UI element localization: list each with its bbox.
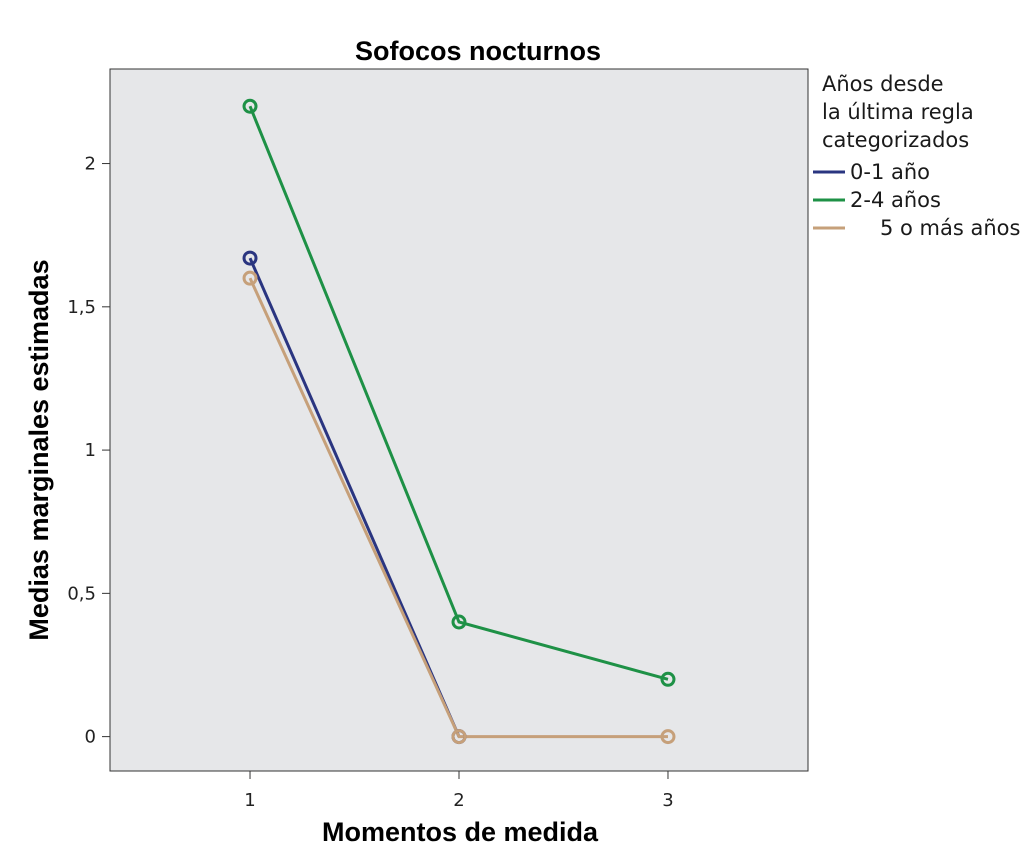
- y-tick-label: 1: [85, 440, 96, 461]
- data-point-marker: [242, 270, 258, 286]
- x-tick-label: 2: [453, 790, 464, 811]
- x-tick-label: 1: [244, 790, 255, 811]
- legend-title-line-3: categorizados: [822, 128, 969, 152]
- legend-label: 2-4 años: [850, 188, 941, 212]
- data-point-marker: [660, 729, 676, 745]
- y-tick-label: 0,5: [67, 583, 96, 604]
- x-axis-title: Momentos de medida: [322, 817, 599, 847]
- legend: Años desde la última regla categorizados…: [813, 72, 1020, 240]
- data-point-marker: [451, 729, 467, 745]
- series-line-3: [248, 277, 668, 739]
- series-lines: [248, 105, 669, 739]
- x-tick-label: 3: [662, 790, 673, 811]
- legend-label: 0-1 año: [850, 160, 930, 184]
- data-point-marker: [242, 98, 258, 114]
- data-point-marker: [242, 250, 258, 266]
- y-axis-title: Medias marginales estimadas: [24, 259, 54, 640]
- y-tick-label: 1,5: [67, 297, 96, 318]
- legend-items: 0-1 año 2-4 años 5 o más años: [813, 160, 1020, 240]
- data-point-marker: [451, 614, 467, 630]
- series-markers: [242, 98, 676, 745]
- legend-title-line-2: la última regla: [822, 100, 974, 124]
- series-line-2: [248, 105, 669, 681]
- legend-title-line-1: Años desde: [822, 72, 944, 96]
- y-tick-label: 2: [85, 154, 96, 175]
- y-axis: 0 0,5 1 1,5 2: [67, 154, 110, 748]
- data-point-marker: [660, 671, 676, 687]
- legend-label: 5 o más años: [880, 216, 1020, 240]
- plot-background: [109, 68, 809, 772]
- x-axis: 1 2 3: [244, 771, 674, 811]
- y-tick-label: 0: [85, 727, 96, 748]
- chart-title: Sofocos nocturnos: [355, 36, 601, 66]
